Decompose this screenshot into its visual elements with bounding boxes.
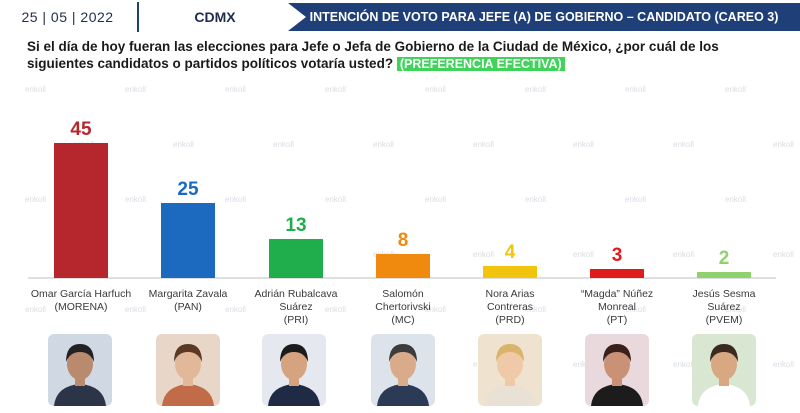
data-label: 8	[398, 230, 409, 251]
data-label: 13	[285, 215, 306, 236]
data-label: 25	[177, 179, 199, 200]
watermark-text: enkoll	[625, 85, 646, 94]
watermark-text: enkoll	[773, 360, 794, 369]
candidate-photo	[371, 334, 435, 406]
watermark-text: enkoll	[673, 360, 694, 369]
category-label: Suárez	[707, 301, 740, 313]
category-label: (MC)	[391, 314, 414, 326]
category-label: (PAN)	[174, 301, 202, 313]
bar	[590, 269, 644, 278]
category-label: Salomón	[382, 288, 424, 300]
category-label: Omar García Harfuch	[31, 288, 132, 300]
data-label: 4	[505, 242, 516, 263]
watermark-text: enkoll	[225, 195, 246, 204]
data-label: 3	[612, 245, 623, 266]
watermark-text: enkoll	[625, 305, 646, 314]
category-label: Contreras	[487, 301, 533, 313]
watermark-text: enkoll	[25, 85, 46, 94]
watermark-text: enkoll	[725, 195, 746, 204]
watermark-text: enkoll	[525, 305, 546, 314]
watermark-text: enkoll	[725, 305, 746, 314]
watermark-text: enkoll	[573, 250, 594, 259]
watermark-text: enkoll	[573, 360, 594, 369]
watermark-text: enkoll	[673, 250, 694, 259]
data-label: 2	[719, 248, 730, 269]
watermark-text: enkoll	[625, 195, 646, 204]
candidate-photo	[478, 334, 542, 406]
watermark-text: enkoll	[473, 140, 494, 149]
watermark-text: enkoll	[225, 85, 246, 94]
watermark-text: enkoll	[525, 85, 546, 94]
category-label: Jesús Sesma	[692, 288, 755, 300]
watermark-text: enkoll	[425, 305, 446, 314]
category-label: (PVEM)	[706, 314, 743, 326]
category-label: (PRI)	[284, 314, 309, 326]
watermark-text: enkoll	[425, 195, 446, 204]
header-bar: 25 | 05 | 2022 CDMX INTENCIÓN DE VOTO PA…	[0, 0, 800, 34]
question-text: Si el día de hoy fueran las elecciones p…	[27, 39, 719, 71]
category-label: “Magda” Núñez	[581, 288, 653, 300]
category-label: (PRD)	[495, 314, 524, 326]
watermark-text: enkoll	[25, 195, 46, 204]
candidate-photo	[585, 334, 649, 406]
watermark-text: enkoll	[125, 195, 146, 204]
watermark-text: enkoll	[573, 140, 594, 149]
category-label: Margarita Zavala	[149, 288, 228, 300]
watermark-text: enkoll	[325, 85, 346, 94]
watermark-text: enkoll	[125, 305, 146, 314]
watermark-text: enkoll	[273, 140, 294, 149]
preference-badge: (PREFERENCIA EFECTIVA)	[396, 57, 565, 71]
category-label: Nora Arias	[485, 288, 534, 300]
watermark-text: enkoll	[773, 250, 794, 259]
title-banner: INTENCIÓN DE VOTO PARA JEFE (A) DE GOBIE…	[288, 3, 800, 31]
watermark-text: enkoll	[725, 85, 746, 94]
category-label: (PT)	[607, 314, 627, 326]
watermark-text: enkoll	[773, 140, 794, 149]
bar	[54, 143, 108, 278]
survey-question: Si el día de hoy fueran las elecciones p…	[27, 38, 787, 73]
watermark-text: enkoll	[525, 195, 546, 204]
region-label: CDMX	[194, 9, 236, 25]
category-label: Monreal	[598, 301, 636, 313]
watermark-text: enkoll	[225, 305, 246, 314]
bar	[269, 239, 323, 278]
data-label: 45	[70, 119, 92, 140]
candidate-photo	[48, 334, 112, 406]
divider	[137, 2, 139, 32]
watermark-text: enkoll	[673, 140, 694, 149]
bar	[161, 203, 215, 278]
watermark-text: enkoll	[473, 250, 494, 259]
watermark-text: enkoll	[325, 195, 346, 204]
bar	[483, 266, 537, 278]
bar	[376, 254, 430, 278]
category-label: Chertorivski	[375, 301, 430, 313]
survey-date: 25 | 05 | 2022	[21, 9, 114, 25]
category-label: (MORENA)	[54, 301, 107, 313]
candidate-photo	[262, 334, 326, 406]
watermark-text: enkoll	[25, 305, 46, 314]
watermark-text: enkoll	[373, 140, 394, 149]
category-label: Suárez	[279, 301, 312, 313]
watermark-text: enkoll	[425, 85, 446, 94]
banner-title: INTENCIÓN DE VOTO PARA JEFE (A) DE GOBIE…	[309, 10, 779, 24]
watermark-text: enkoll	[173, 140, 194, 149]
candidate-photo	[156, 334, 220, 406]
bar	[697, 272, 751, 278]
watermark-text: enkoll	[325, 305, 346, 314]
candidate-photo	[692, 334, 756, 406]
category-label: Adrián Rubalcava	[255, 288, 338, 300]
watermark-text: enkoll	[125, 85, 146, 94]
